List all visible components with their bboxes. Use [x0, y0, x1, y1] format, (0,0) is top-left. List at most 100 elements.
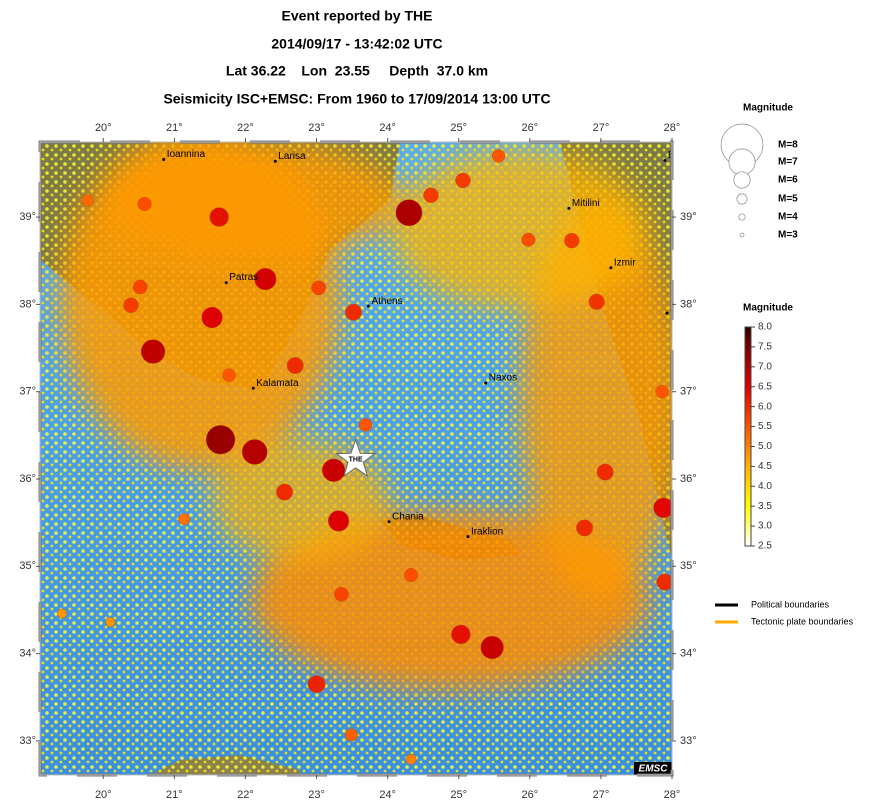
- colorbar-tick-label: 4.5: [758, 461, 772, 472]
- x-tick-label: 22°: [237, 789, 254, 801]
- x-tick-label: 22°: [237, 122, 254, 134]
- city-label: Kalamata: [256, 378, 299, 389]
- earthquake: [653, 497, 672, 518]
- size-legend-circle: [728, 148, 756, 176]
- earthquake: [334, 586, 349, 602]
- size-legend: M=8 M=7 M=6 M=5 M=4 M=3: [720, 123, 798, 241]
- city-dot: [224, 281, 228, 285]
- size-legend-label: M=4: [778, 212, 798, 223]
- earthquake: [140, 339, 166, 364]
- colorbar-tick-label: 3.5: [758, 501, 772, 512]
- city-dot: [273, 159, 277, 163]
- earthquake: [576, 519, 593, 537]
- earthquake: [521, 232, 536, 247]
- size-legend-circle: [739, 232, 745, 238]
- x-tick-label: 21°: [166, 789, 183, 801]
- y-tick-label: 35°: [19, 560, 36, 572]
- boundary-label: Political boundaries: [751, 599, 830, 609]
- y-tick-label: 33°: [19, 735, 36, 747]
- dense-seismicity: [60, 142, 672, 690]
- y-tick-label: 39°: [680, 211, 697, 223]
- colorbar-tick-label: 4.0: [758, 481, 772, 492]
- header-line: 2014/09/17 - 13:42:02 UTC: [271, 36, 442, 52]
- earthquake: [596, 463, 614, 481]
- colorbar-tick-label: 3.0: [758, 521, 772, 532]
- earthquake: [241, 439, 268, 465]
- x-tick-label: 24°: [379, 122, 396, 134]
- size-legend-label: M=6: [778, 175, 798, 186]
- cities: Ioannina Larisa Patras Athens Kalamata Mitili…: [162, 149, 672, 539]
- city-label: Iraklion: [471, 526, 503, 537]
- city-label: Naxos: [489, 373, 517, 384]
- y-tick-label: 34°: [19, 648, 36, 660]
- colorbar-tick-label: 7.5: [758, 342, 772, 353]
- x-tick-label: 27°: [593, 789, 610, 801]
- earthquake: [451, 624, 471, 645]
- earthquake: [656, 573, 672, 591]
- size-legend-label: M=7: [778, 157, 798, 168]
- earthquake: [254, 268, 277, 291]
- header-line: Seismicity ISC+EMSC: From 1960 to 17/09/…: [163, 91, 550, 107]
- city-dot: [387, 520, 391, 524]
- x-tick-label: 23°: [308, 789, 325, 801]
- earthquake: [205, 425, 236, 455]
- earthquake: [276, 483, 293, 501]
- x-tick-label: 25°: [450, 122, 467, 134]
- earthquake: [178, 513, 191, 526]
- earthquake: [564, 233, 580, 249]
- colorbar-tick-label: 6.0: [758, 401, 772, 412]
- city-dot: [567, 206, 571, 210]
- size-legend-circle: [733, 171, 751, 189]
- city-dot: [665, 311, 669, 315]
- city-dot: [366, 304, 370, 308]
- earthquake: [123, 297, 139, 313]
- earthquake: [345, 728, 358, 742]
- header-line: Lat 36.22 Lon 23.55 Depth 37.0 km: [226, 63, 488, 79]
- earthquake: [286, 357, 304, 374]
- earthquake: [222, 368, 236, 382]
- epicenter: [335, 438, 377, 478]
- x-tick-label: 26°: [521, 122, 538, 134]
- earthquake: [209, 207, 229, 227]
- boundary-label: Tectonic plate boundaries: [751, 616, 854, 626]
- map-border: [39, 141, 673, 776]
- y-tick-label: 36°: [19, 473, 36, 485]
- earthquake: [423, 187, 439, 203]
- earthquake: [455, 172, 471, 189]
- logo: EMSC: [639, 764, 669, 775]
- city-label: Izmir: [614, 257, 636, 268]
- size-legend-title: Magnitude: [743, 103, 793, 114]
- city-label: Ioannina: [167, 149, 206, 160]
- y-tick-label: 33°: [680, 735, 697, 747]
- city-label: Larisa: [278, 151, 306, 162]
- city-label: Chania: [392, 511, 424, 522]
- colorbar-tick-label: 6.5: [758, 381, 772, 392]
- x-tick-label: 27°: [593, 122, 610, 134]
- earthquake: [345, 303, 362, 321]
- colorbar: 2.5 3.0 3.5 4.0 4.5 5.0 5.5 6.0 6.5 7.0 7.5 8.0: [744, 322, 772, 552]
- earthquake: [322, 458, 346, 482]
- y-tick-label: 37°: [680, 386, 697, 398]
- city-dot: [484, 381, 488, 385]
- size-legend-label: M=3: [778, 230, 798, 241]
- earthquake: [105, 617, 116, 628]
- x-tick-label: 24°: [379, 789, 396, 801]
- city-dot: [609, 266, 613, 270]
- earthquake: [328, 510, 350, 532]
- colorbar-title: Magnitude: [743, 303, 793, 314]
- x-tick-label: 28°: [664, 789, 681, 801]
- earthquake: [405, 753, 417, 765]
- y-tick-label: 35°: [680, 560, 697, 572]
- x-tick-label: 20°: [95, 122, 112, 134]
- earthquake: [491, 149, 506, 163]
- city-label: Mitilini: [572, 198, 600, 209]
- size-legend-circle: [738, 213, 746, 221]
- earthquake: [132, 279, 148, 295]
- x-tick-label: 21°: [166, 122, 183, 134]
- colorbar-tick-label: 5.0: [758, 441, 772, 452]
- earthquake: [311, 280, 326, 296]
- size-legend-label: M=5: [778, 194, 798, 205]
- header-line: Event reported by THE: [282, 8, 433, 24]
- city-label: Patras: [229, 272, 258, 283]
- y-tick-label: 39°: [19, 211, 36, 223]
